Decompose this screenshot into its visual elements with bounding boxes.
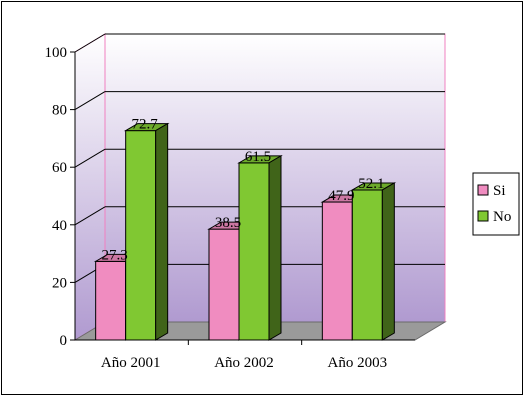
bar-front (321, 201, 353, 341)
data-label: 72.7 (132, 117, 159, 133)
x-tick-label: Año 2002 (214, 355, 274, 371)
y-tick-label: 60 (52, 160, 67, 176)
gridline-side (74, 206, 106, 226)
data-label: 47.9 (328, 188, 354, 204)
y-tick-label: 20 (52, 275, 67, 291)
gridline-side (74, 91, 106, 111)
bar-front (125, 130, 157, 341)
bar-no-1 (123, 122, 170, 341)
y-tick-label: 80 (52, 103, 67, 119)
y-tick-label: 100 (45, 45, 68, 61)
bar-no-3 (350, 182, 397, 341)
x-tick-label: Año 2001 (101, 355, 161, 371)
x-tick-label: Año 2003 (328, 355, 388, 371)
bar-front (95, 260, 127, 341)
bar-side (155, 122, 169, 341)
legend-swatch-no (477, 210, 489, 222)
bar-no-2 (237, 155, 283, 341)
y-tick-label: 0 (60, 333, 68, 349)
legend-label-si: Si (493, 183, 506, 199)
bar-side (381, 182, 395, 341)
bar-side (268, 155, 282, 341)
bar-front (351, 189, 383, 341)
y-tick-label: 40 (52, 218, 67, 234)
gridline-side (74, 148, 106, 168)
gridline-side (74, 33, 106, 53)
bar-front (238, 162, 270, 341)
legend-box (472, 172, 520, 236)
legend-swatch-si (477, 184, 489, 196)
data-label: 52.1 (358, 176, 384, 192)
data-label: 61.5 (245, 149, 271, 165)
data-label: 38.5 (215, 215, 241, 231)
data-label: 27.3 (102, 247, 128, 263)
legend-label-no: No (493, 209, 511, 225)
bar-front (208, 228, 240, 341)
